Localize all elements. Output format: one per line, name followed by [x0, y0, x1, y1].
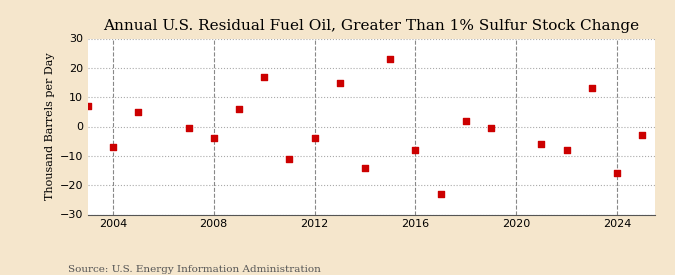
- Text: Source: U.S. Energy Information Administration: Source: U.S. Energy Information Administ…: [68, 265, 321, 274]
- Point: [612, 171, 622, 176]
- Point: [637, 133, 647, 138]
- Y-axis label: Thousand Barrels per Day: Thousand Barrels per Day: [45, 53, 55, 200]
- Point: [360, 165, 371, 170]
- Point: [209, 136, 219, 141]
- Point: [183, 126, 194, 130]
- Point: [460, 119, 471, 123]
- Point: [82, 104, 93, 108]
- Point: [309, 136, 320, 141]
- Point: [259, 75, 269, 79]
- Point: [107, 145, 118, 149]
- Point: [485, 126, 496, 130]
- Point: [536, 142, 547, 146]
- Point: [284, 156, 295, 161]
- Point: [410, 148, 421, 152]
- Point: [587, 86, 597, 90]
- Point: [435, 192, 446, 196]
- Point: [385, 57, 396, 61]
- Point: [561, 148, 572, 152]
- Point: [234, 107, 244, 111]
- Point: [334, 80, 345, 85]
- Point: [133, 110, 144, 114]
- Title: Annual U.S. Residual Fuel Oil, Greater Than 1% Sulfur Stock Change: Annual U.S. Residual Fuel Oil, Greater T…: [103, 19, 639, 33]
